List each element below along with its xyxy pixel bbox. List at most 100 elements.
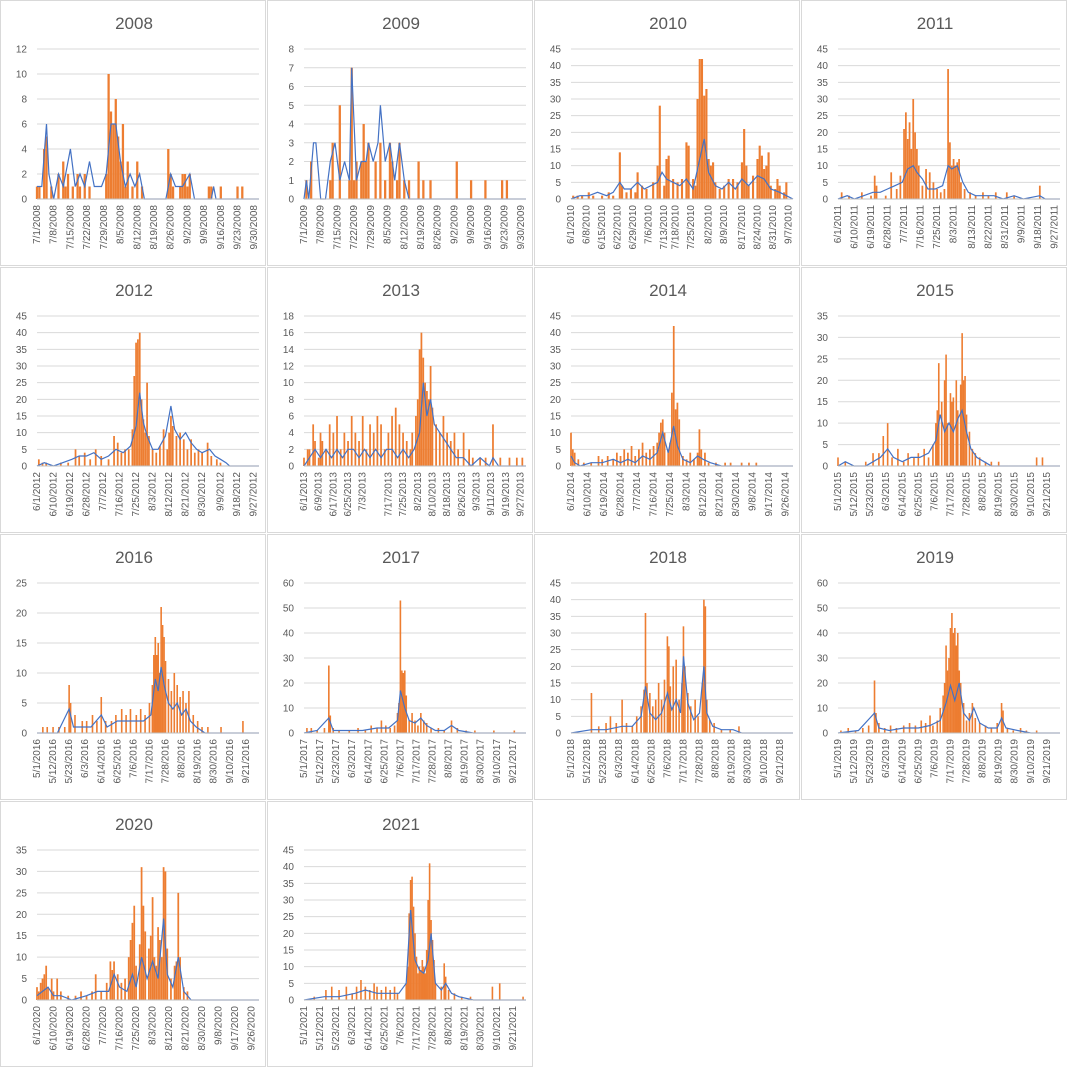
x-tick-label: 7/28/2018 [695, 739, 706, 784]
x-tick-label: 7/7/2011 [899, 205, 910, 244]
y-tick-label: 0 [21, 729, 27, 740]
bar [429, 366, 432, 466]
series-line [36, 392, 259, 467]
x-tick-label: 8/26/2013 [457, 472, 468, 517]
bar [913, 457, 915, 466]
bar [634, 192, 637, 199]
bar [905, 112, 907, 199]
y-tick-label: 5 [288, 101, 294, 112]
bar [330, 986, 333, 1000]
bar [422, 180, 425, 199]
y-tick-label: 35 [283, 879, 295, 890]
bar [955, 645, 958, 733]
bar [153, 957, 156, 1000]
bar [83, 452, 86, 466]
y-tick-label: 4 [288, 120, 294, 131]
series-line [303, 690, 526, 734]
x-tick-label: 5/1/2017 [299, 739, 310, 778]
bar [860, 192, 863, 199]
bar [732, 179, 735, 199]
bar [421, 960, 424, 1000]
bar [984, 461, 987, 466]
bar [840, 192, 843, 199]
bar [713, 723, 715, 733]
y-tick-label: 15 [817, 145, 829, 156]
y-tick-label: 40 [550, 61, 562, 72]
x-tick-label: 6/28/2014 [616, 472, 627, 517]
y-tick-label: 0 [21, 462, 27, 473]
bar [607, 192, 610, 199]
y-tick-label: 10 [16, 669, 28, 680]
x-tick-label: 8/30/2017 [476, 739, 487, 784]
bar [69, 703, 72, 733]
chart-svg-2010: 2010 0 5 10 15 20 25 30 35 40 45 6/1/2010 6/8/2010 6/… [550, 14, 795, 250]
bar [965, 414, 968, 466]
x-tick-label: 5/1/2018 [566, 739, 577, 778]
bar [946, 423, 949, 466]
y-tick-label: 20 [817, 679, 829, 690]
y-tick-label: 3 [288, 138, 294, 149]
x-tick-label: 8/22/2011 [983, 205, 994, 249]
x-tick-label: 6/3/2017 [347, 739, 358, 778]
bar [767, 152, 770, 199]
bar [968, 431, 971, 466]
bar [573, 452, 576, 466]
x-tick-label: 7/16/2014 [649, 472, 660, 517]
bar [1035, 457, 1038, 466]
bar [576, 195, 579, 199]
bar [348, 180, 351, 199]
bar [166, 449, 169, 466]
bar [706, 699, 708, 733]
y-tick-label: 4 [288, 428, 294, 439]
x-tick-label: 9/18/2012 [232, 472, 243, 517]
y-tick-label: 2 [21, 170, 27, 181]
bar [50, 186, 53, 199]
bar [644, 613, 647, 733]
bar [745, 165, 748, 199]
y-tick-label: 18 [283, 312, 295, 323]
x-tick-label: 8/30/2014 [731, 472, 742, 517]
bar [45, 462, 48, 466]
x-tick-label: 9/27/2011 [1049, 205, 1060, 249]
chart-svg-2015: 2015 0 5 10 15 20 25 30 35 5/1/2015 5/12/2015 5/23/… [817, 281, 1060, 517]
bar [949, 142, 951, 199]
bar [609, 716, 612, 733]
bar [179, 697, 181, 733]
y-tick-label: 30 [550, 95, 562, 106]
y-tick-label: 12 [283, 362, 295, 373]
bar [709, 165, 712, 199]
bar [848, 195, 850, 199]
bar [380, 990, 383, 1000]
bar [440, 986, 443, 1000]
bar [924, 723, 927, 733]
bar [965, 720, 968, 733]
bar [242, 721, 244, 733]
bar [974, 453, 977, 466]
bar [112, 124, 115, 199]
series-line [570, 425, 793, 467]
bar [897, 448, 899, 466]
bar [698, 59, 701, 199]
bar [37, 991, 40, 1000]
bar [115, 715, 117, 733]
bar [173, 965, 176, 1000]
bar [678, 419, 681, 466]
bar [345, 986, 348, 1000]
y-tick-label: 4 [21, 145, 27, 156]
chart-svg-2018: 2018 0 5 10 15 20 25 30 35 40 45 5/1/2018 5/12/2018 5… [550, 548, 793, 784]
bar [420, 970, 422, 1000]
bar [696, 99, 699, 199]
y-tick-label: 40 [283, 629, 295, 640]
y-tick-label: 10 [16, 70, 28, 81]
bar [424, 382, 426, 466]
bar [1012, 730, 1015, 733]
chart-svg-2011: 2011 0 5 10 15 20 25 30 35 40 45 6/1/2011 6/10/2011 6… [817, 14, 1061, 249]
bar [332, 432, 335, 466]
x-tick-label: 8/19/2017 [460, 739, 471, 784]
bar [144, 715, 146, 733]
bar [41, 978, 44, 1000]
bar [978, 457, 981, 466]
bar [783, 192, 786, 199]
bar [405, 441, 408, 466]
bar [142, 419, 145, 466]
